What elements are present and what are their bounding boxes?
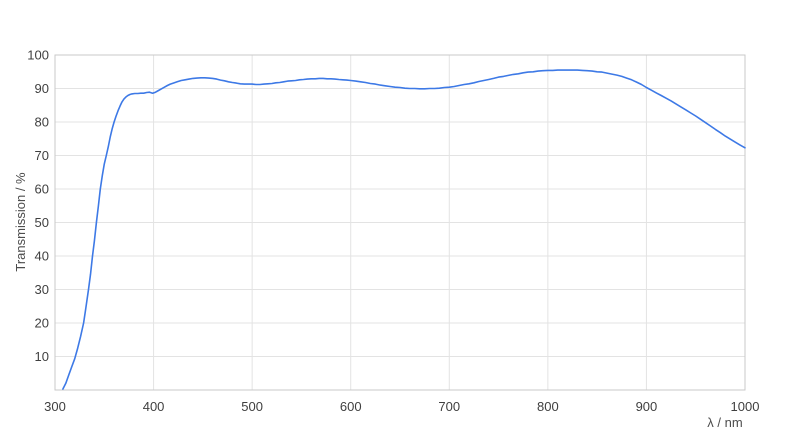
y-axis-tick-labels: 10 20 30 40 50 60 70 80 90 100 xyxy=(27,48,49,365)
x-tick-label: 600 xyxy=(340,399,362,414)
y-tick-label: 40 xyxy=(35,249,49,264)
gridlines xyxy=(55,55,745,390)
y-tick-label: 30 xyxy=(35,282,49,297)
y-tick-label: 20 xyxy=(35,316,49,331)
plot-frame xyxy=(54,54,746,391)
x-tick-label: 300 xyxy=(44,399,66,414)
y-tick-label: 10 xyxy=(35,349,49,364)
x-tick-label: 500 xyxy=(241,399,263,414)
x-tick-label: 400 xyxy=(143,399,165,414)
x-tick-label: 900 xyxy=(636,399,658,414)
y-tick-label: 80 xyxy=(35,115,49,130)
x-tick-label: 800 xyxy=(537,399,559,414)
y-axis-title: Transmission / % xyxy=(13,172,28,272)
x-axis-title: λ / nm xyxy=(707,415,742,430)
y-tick-label: 50 xyxy=(35,215,49,230)
y-tick-label: 90 xyxy=(35,81,49,96)
x-axis-tick-labels: 300 400 500 600 700 800 900 1000 xyxy=(44,399,759,414)
y-tick-label: 60 xyxy=(35,182,49,197)
y-tick-label: 100 xyxy=(27,48,49,63)
transmission-curve xyxy=(62,69,746,390)
x-tick-label: 1000 xyxy=(731,399,760,414)
y-tick-label: 70 xyxy=(35,148,49,163)
x-tick-label: 700 xyxy=(438,399,460,414)
